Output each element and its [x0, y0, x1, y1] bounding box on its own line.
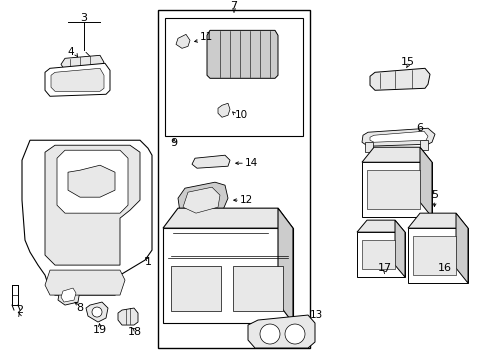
- Text: 19: 19: [93, 325, 107, 335]
- Polygon shape: [247, 315, 314, 348]
- Text: 11: 11: [200, 32, 213, 42]
- Polygon shape: [369, 68, 429, 90]
- Polygon shape: [58, 285, 80, 305]
- Bar: [158, 10, 309, 348]
- Text: 14: 14: [244, 158, 258, 168]
- Text: 9: 9: [170, 138, 177, 148]
- Text: 18: 18: [128, 327, 142, 337]
- Polygon shape: [407, 228, 467, 283]
- Circle shape: [92, 307, 102, 317]
- Polygon shape: [356, 220, 404, 232]
- Polygon shape: [51, 68, 104, 91]
- Polygon shape: [45, 270, 125, 295]
- Bar: [171, 266, 221, 311]
- Text: 1: 1: [144, 257, 151, 267]
- Polygon shape: [176, 34, 190, 48]
- Polygon shape: [45, 63, 110, 96]
- Polygon shape: [22, 140, 152, 295]
- Polygon shape: [218, 103, 229, 117]
- Bar: [361, 240, 394, 269]
- Text: 12: 12: [240, 195, 253, 205]
- Text: 6: 6: [416, 123, 423, 133]
- Text: 16: 16: [437, 263, 451, 273]
- Polygon shape: [356, 232, 404, 277]
- Polygon shape: [364, 142, 372, 152]
- Polygon shape: [68, 165, 115, 197]
- Text: 8: 8: [76, 303, 83, 313]
- Polygon shape: [61, 55, 104, 70]
- Polygon shape: [61, 288, 76, 302]
- Polygon shape: [163, 208, 292, 228]
- Polygon shape: [45, 145, 140, 265]
- Text: 5: 5: [430, 190, 438, 200]
- Polygon shape: [361, 128, 434, 146]
- Bar: [366, 170, 419, 209]
- Text: 13: 13: [309, 310, 323, 320]
- Polygon shape: [163, 228, 292, 323]
- Bar: [164, 18, 303, 136]
- Polygon shape: [394, 220, 404, 277]
- Polygon shape: [419, 140, 427, 150]
- Polygon shape: [118, 308, 138, 325]
- Polygon shape: [86, 302, 108, 322]
- Polygon shape: [407, 213, 467, 228]
- Circle shape: [260, 324, 280, 344]
- Text: 3: 3: [81, 13, 87, 23]
- Polygon shape: [278, 208, 292, 323]
- Polygon shape: [206, 30, 278, 78]
- Polygon shape: [361, 147, 431, 162]
- Text: 10: 10: [235, 110, 247, 120]
- Text: 7: 7: [230, 1, 237, 12]
- Text: 17: 17: [377, 263, 391, 273]
- Polygon shape: [192, 155, 229, 168]
- Text: 4: 4: [67, 47, 74, 57]
- Polygon shape: [455, 213, 467, 283]
- Polygon shape: [419, 147, 431, 217]
- Circle shape: [285, 324, 305, 344]
- Polygon shape: [369, 131, 427, 142]
- Bar: [412, 236, 455, 275]
- Text: 15: 15: [400, 57, 414, 67]
- Polygon shape: [57, 150, 128, 213]
- Text: 2: 2: [17, 305, 23, 315]
- Polygon shape: [12, 285, 18, 305]
- Bar: [232, 266, 283, 311]
- Polygon shape: [361, 162, 431, 217]
- Polygon shape: [178, 182, 227, 218]
- Polygon shape: [183, 187, 220, 213]
